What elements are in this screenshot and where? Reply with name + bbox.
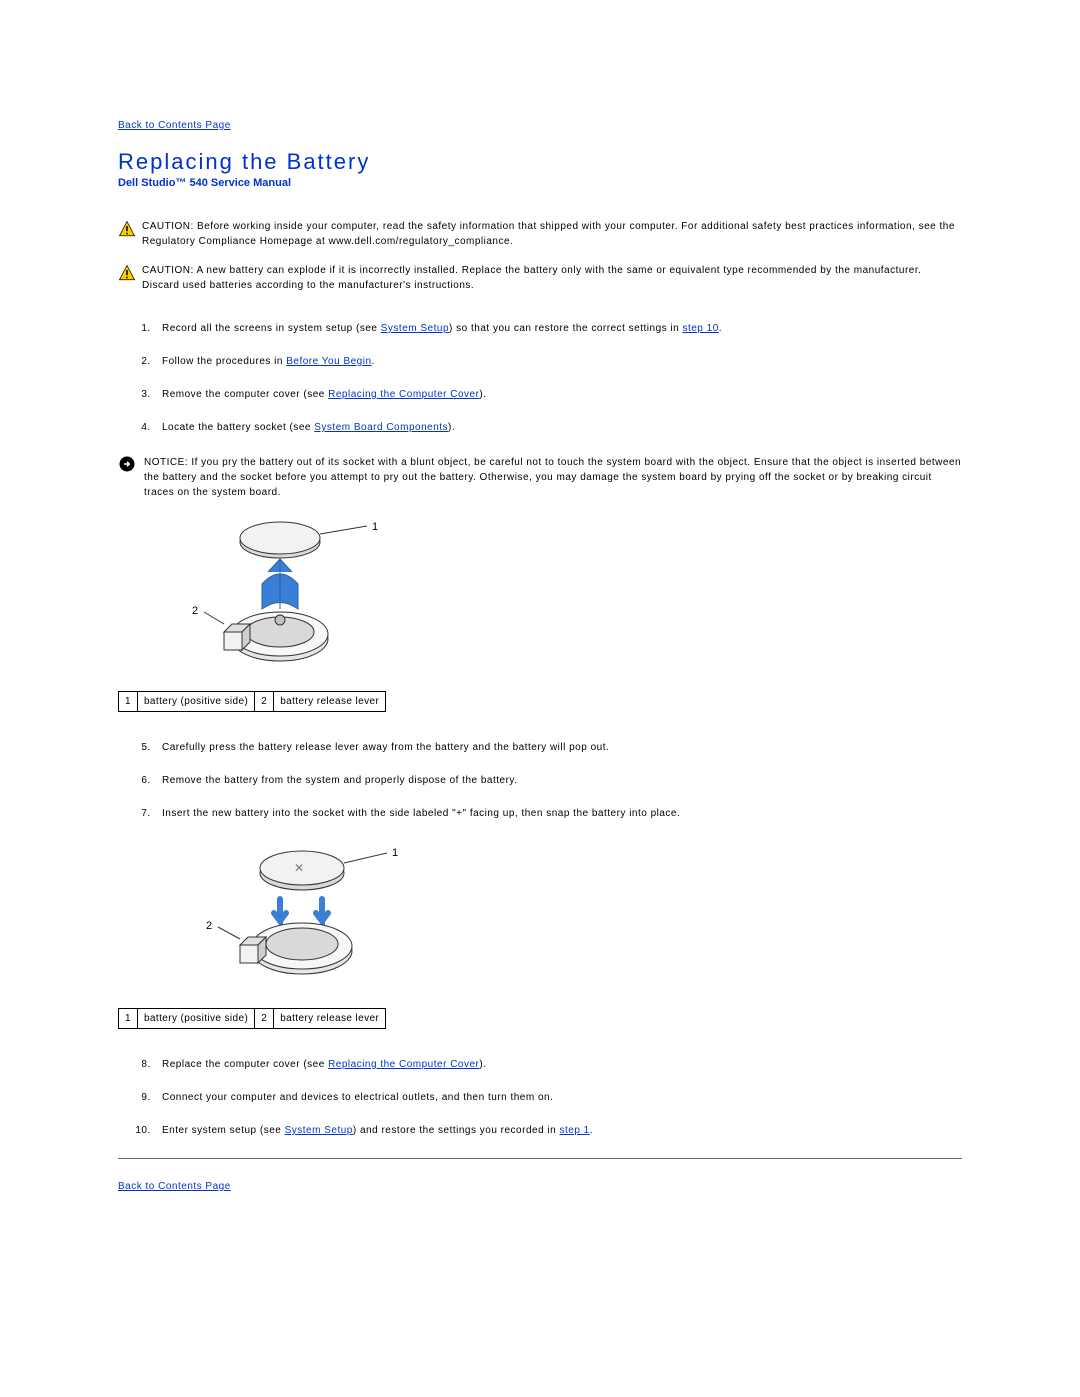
svg-text:2: 2 — [192, 605, 198, 617]
page-root: Back to Contents Page Replacing the Batt… — [0, 0, 1080, 1252]
step-7: Insert the new battery into the socket w… — [154, 808, 962, 819]
legend-cell: battery (positive side) — [137, 1009, 254, 1029]
svg-text:1: 1 — [392, 847, 398, 859]
link-system-board-components[interactable]: System Board Components — [314, 422, 448, 433]
step-5: Carefully press the battery release leve… — [154, 742, 962, 753]
back-to-contents-link-top[interactable]: Back to Contents Page — [118, 120, 231, 131]
step-10: Enter system setup (see System Setup) an… — [154, 1125, 962, 1136]
link-step-10[interactable]: step 10 — [682, 323, 718, 334]
notice-text: NOTICE: If you pry the battery out of it… — [144, 455, 962, 500]
link-step-1[interactable]: step 1 — [559, 1125, 589, 1136]
caution-text-2: CAUTION: A new battery can explode if it… — [142, 263, 962, 293]
link-system-setup-2[interactable]: System Setup — [285, 1125, 353, 1136]
steps-list-a: Record all the screens in system setup (… — [118, 323, 962, 433]
link-replacing-cover-2[interactable]: Replacing the Computer Cover — [328, 1059, 479, 1070]
link-before-you-begin[interactable]: Before You Begin — [286, 356, 371, 367]
page-subtitle: Dell Studio™ 540 Service Manual — [118, 177, 962, 189]
svg-text:1: 1 — [372, 521, 378, 533]
back-to-contents-link-bottom[interactable]: Back to Contents Page — [118, 1181, 231, 1192]
caution-icon — [118, 264, 136, 285]
legend-cell: 2 — [255, 692, 274, 712]
link-replacing-cover[interactable]: Replacing the Computer Cover — [328, 389, 479, 400]
legend-cell: 2 — [255, 1009, 274, 1029]
legend-cell: 1 — [119, 1009, 138, 1029]
steps-list-b: Carefully press the battery release leve… — [118, 742, 962, 819]
link-system-setup[interactable]: System Setup — [381, 323, 449, 334]
legend-table-1: 1 battery (positive side) 2 battery rele… — [118, 691, 386, 712]
svg-text:✕: ✕ — [294, 861, 304, 875]
page-title: Replacing the Battery — [118, 149, 962, 175]
step-3: Remove the computer cover (see Replacing… — [154, 389, 962, 400]
step-8: Replace the computer cover (see Replacin… — [154, 1059, 962, 1070]
notice-icon — [118, 455, 140, 476]
table-row: 1 battery (positive side) 2 battery rele… — [119, 692, 386, 712]
caution-row-2: CAUTION: A new battery can explode if it… — [118, 263, 962, 293]
notice-row: NOTICE: If you pry the battery out of it… — [118, 455, 962, 500]
legend-cell: battery release lever — [274, 692, 386, 712]
table-row: 1 battery (positive side) 2 battery rele… — [119, 1009, 386, 1029]
svg-text:2: 2 — [206, 920, 212, 932]
legend-table-2: 1 battery (positive side) 2 battery rele… — [118, 1008, 386, 1029]
diagram-battery-remove: 1 2 — [162, 514, 962, 677]
caution-text-1: CAUTION: Before working inside your comp… — [142, 219, 962, 249]
diagram-battery-install: ✕ 1 2 — [162, 841, 962, 994]
legend-cell: battery release lever — [274, 1009, 386, 1029]
step-6: Remove the battery from the system and p… — [154, 775, 962, 786]
steps-list-c: Replace the computer cover (see Replacin… — [118, 1059, 962, 1136]
caution-icon — [118, 220, 136, 241]
legend-cell: battery (positive side) — [137, 692, 254, 712]
divider — [118, 1158, 962, 1159]
step-1: Record all the screens in system setup (… — [154, 323, 962, 334]
caution-row-1: CAUTION: Before working inside your comp… — [118, 219, 962, 249]
step-4: Locate the battery socket (see System Bo… — [154, 422, 962, 433]
step-2: Follow the procedures in Before You Begi… — [154, 356, 962, 367]
step-9: Connect your computer and devices to ele… — [154, 1092, 962, 1103]
legend-cell: 1 — [119, 692, 138, 712]
